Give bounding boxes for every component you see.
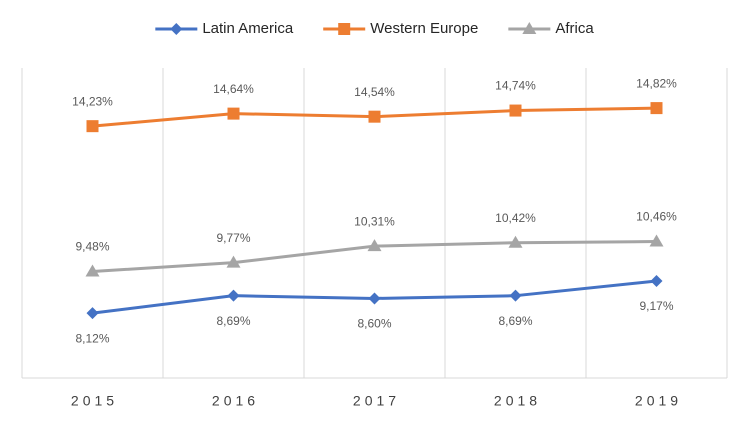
x-tick-label: 2015 bbox=[71, 393, 118, 409]
data-label: 8,69% bbox=[216, 314, 250, 328]
marker bbox=[650, 102, 663, 115]
legend-label: Africa bbox=[555, 20, 594, 37]
marker bbox=[368, 110, 381, 123]
data-label: 9,77% bbox=[216, 231, 250, 245]
data-label: 14,54% bbox=[354, 85, 395, 99]
marker bbox=[226, 255, 241, 268]
marker bbox=[649, 234, 664, 247]
data-label: 8,69% bbox=[498, 314, 532, 328]
legend-label: Latin America bbox=[202, 20, 294, 37]
marker bbox=[509, 104, 522, 117]
legend-marker bbox=[170, 23, 183, 35]
marker bbox=[227, 289, 240, 302]
data-label: 8,60% bbox=[357, 317, 391, 331]
legend-marker bbox=[338, 23, 351, 35]
marker bbox=[509, 289, 522, 302]
marker bbox=[86, 307, 99, 320]
data-label: 14,82% bbox=[636, 76, 677, 90]
marker bbox=[508, 235, 523, 248]
data-label: 10,42% bbox=[495, 211, 536, 225]
x-tick-label: 2018 bbox=[494, 393, 541, 409]
data-label: 9,48% bbox=[75, 240, 109, 254]
marker bbox=[85, 264, 100, 277]
data-label: 9,17% bbox=[639, 299, 673, 313]
x-tick-label: 2019 bbox=[635, 393, 682, 409]
data-label: 14,74% bbox=[495, 79, 536, 93]
marker bbox=[86, 120, 99, 133]
marker bbox=[650, 274, 663, 287]
marker bbox=[227, 107, 240, 120]
data-label: 14,64% bbox=[213, 82, 254, 96]
marker bbox=[368, 292, 381, 305]
x-tick-label: 2016 bbox=[212, 393, 259, 409]
data-label: 14,23% bbox=[72, 94, 113, 108]
data-label: 10,31% bbox=[354, 214, 395, 228]
x-tick-label: 2017 bbox=[353, 393, 400, 409]
legend: Latin America Western Europe Africa bbox=[155, 20, 594, 37]
legend-marker bbox=[522, 22, 537, 34]
data-label: 8,12% bbox=[75, 331, 109, 345]
marker bbox=[367, 239, 382, 252]
legend-label: Western Europe bbox=[370, 20, 478, 37]
data-label: 10,46% bbox=[636, 210, 677, 224]
